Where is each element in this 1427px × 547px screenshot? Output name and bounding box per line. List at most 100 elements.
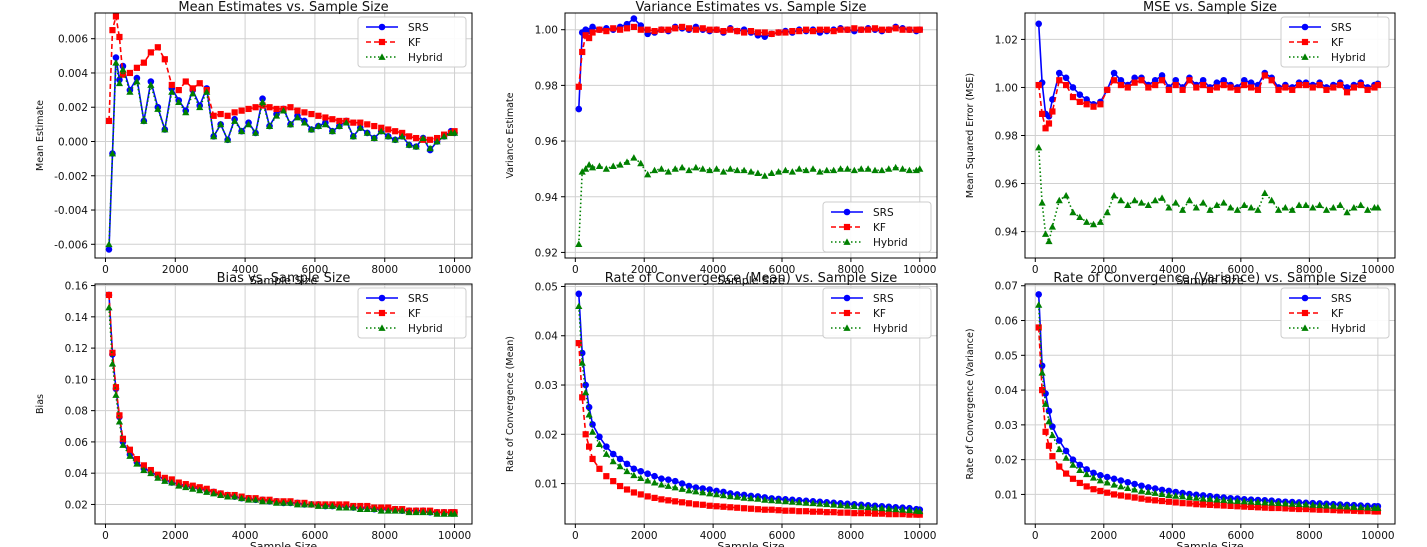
- data-point-hybrid: [857, 503, 865, 510]
- data-point-hybrid: [1357, 201, 1365, 209]
- chart-title: Rate of Convergence (Mean) vs. Sample Si…: [605, 271, 897, 286]
- data-point-kf: [747, 505, 755, 512]
- series-line-hybrid: [1037, 147, 1378, 244]
- data-point-hybrid: [1363, 504, 1372, 511]
- data-point-kf: [1117, 81, 1125, 89]
- data-point-kf: [1131, 79, 1138, 86]
- data-point-kf: [105, 291, 113, 299]
- data-point-hybrid: [1076, 466, 1084, 473]
- data-point-hybrid: [272, 112, 281, 119]
- data-point-kf: [245, 105, 252, 113]
- data-point-kf: [1110, 77, 1118, 84]
- data-point-hybrid: [251, 496, 260, 503]
- data-point-kf: [364, 121, 371, 128]
- data-point-hybrid: [823, 500, 831, 508]
- data-point-hybrid: [244, 496, 253, 503]
- data-point-kf: [913, 511, 920, 518]
- data-point-hybrid: [231, 117, 239, 124]
- data-point-hybrid: [1274, 499, 1283, 507]
- y-tick-label: 0.16: [65, 281, 89, 293]
- data-point-kf: [1234, 86, 1241, 93]
- legend-label-srs: SRS: [873, 207, 894, 219]
- data-point-kf: [741, 29, 748, 36]
- data-point-kf: [782, 29, 789, 36]
- data-point-hybrid: [761, 172, 769, 179]
- data-point-kf: [1295, 505, 1303, 513]
- legend-label-srs: SRS: [873, 293, 894, 305]
- legend-label-hybrid: Hybrid: [1331, 52, 1366, 64]
- data-point-hybrid: [335, 122, 343, 129]
- data-point-kf: [885, 26, 892, 33]
- data-point-kf: [727, 504, 734, 511]
- data-point-hybrid: [115, 417, 124, 425]
- data-point-kf: [1323, 86, 1330, 93]
- data-point-hybrid: [328, 127, 336, 135]
- data-point-kf: [630, 489, 637, 496]
- data-point-kf: [589, 455, 596, 463]
- series-line-kf: [578, 26, 920, 87]
- legend-marker-srs: [1301, 23, 1309, 31]
- y-tick-label: 0.04: [535, 331, 559, 343]
- data-point-kf: [161, 56, 168, 63]
- x-tick-label: 4000: [700, 264, 727, 276]
- data-point-kf: [1309, 84, 1316, 91]
- data-point-hybrid: [1206, 495, 1214, 502]
- data-point-hybrid: [1329, 502, 1337, 509]
- x-tick-label: 10000: [438, 530, 471, 542]
- data-point-kf: [1069, 93, 1077, 101]
- data-point-kf: [699, 25, 706, 32]
- data-point-hybrid: [1322, 501, 1331, 509]
- data-point-hybrid: [1295, 201, 1303, 209]
- data-point-hybrid: [279, 499, 288, 506]
- data-point-kf: [1063, 470, 1070, 477]
- data-point-kf: [329, 116, 336, 123]
- data-point-hybrid: [1220, 496, 1228, 503]
- data-point-kf: [1374, 81, 1381, 89]
- data-point-hybrid: [1096, 218, 1104, 225]
- y-tick-label: 0.06: [995, 316, 1019, 328]
- data-point-srs: [699, 485, 707, 492]
- data-point-srs: [1103, 473, 1111, 481]
- chart-title: Rate of Convergence (Variance) vs. Sampl…: [1053, 271, 1366, 286]
- data-point-hybrid: [678, 163, 686, 171]
- y-tick-label: 0.06: [65, 437, 89, 449]
- data-point-kf: [699, 501, 706, 508]
- y-tick-label: 0.12: [65, 343, 88, 355]
- x-tick-label: 10000: [1361, 264, 1394, 276]
- data-point-kf: [858, 510, 865, 517]
- data-point-hybrid: [1110, 191, 1118, 199]
- data-point-hybrid: [133, 460, 141, 467]
- data-point-kf: [754, 506, 761, 513]
- data-point-srs: [1199, 76, 1207, 84]
- data-point-hybrid: [377, 127, 385, 135]
- data-point-kf: [754, 29, 761, 36]
- data-point-hybrid: [147, 81, 155, 88]
- data-point-kf: [899, 26, 906, 33]
- data-point-hybrid: [916, 165, 924, 172]
- data-point-hybrid: [816, 168, 824, 175]
- data-point-hybrid: [244, 120, 253, 128]
- data-point-hybrid: [1137, 487, 1146, 494]
- data-point-hybrid: [699, 488, 707, 496]
- data-point-kf: [610, 25, 617, 32]
- legend-marker-kf: [1301, 309, 1309, 317]
- data-point-kf: [385, 126, 392, 133]
- data-point-kf: [252, 104, 259, 111]
- y-tick-label: 0.002: [58, 102, 88, 114]
- legend-marker-hybrid: [378, 53, 386, 60]
- data-point-kf: [586, 34, 593, 42]
- data-point-srs: [603, 443, 610, 450]
- y-tick-label: 0.02: [65, 499, 88, 511]
- data-point-hybrid: [657, 165, 666, 172]
- data-point-hybrid: [864, 503, 872, 511]
- data-point-srs: [1172, 76, 1180, 84]
- data-point-hybrid: [1288, 500, 1296, 507]
- data-point-kf: [140, 59, 147, 66]
- data-point-srs: [1124, 478, 1132, 486]
- data-point-kf: [885, 511, 892, 518]
- data-point-kf: [1172, 499, 1179, 506]
- x-tick-label: 8000: [1296, 264, 1323, 276]
- legend-marker-hybrid: [378, 324, 386, 331]
- x-tick-label: 4000: [232, 530, 259, 542]
- data-point-hybrid: [433, 510, 441, 517]
